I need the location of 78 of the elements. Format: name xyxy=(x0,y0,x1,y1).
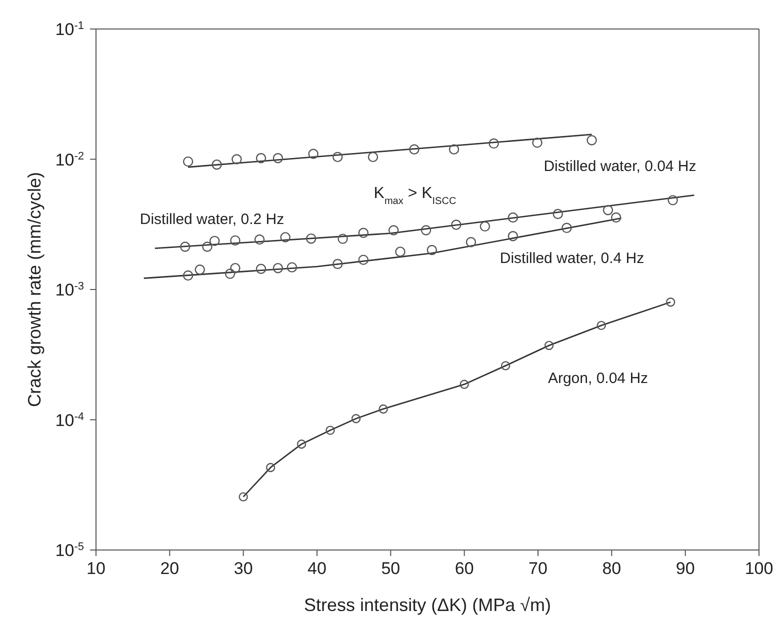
point xyxy=(480,221,490,232)
y-tick-label: 10$^{-3}$ xyxy=(55,280,84,300)
x-axis-title: Stress intensity (ΔK) (MPa √m) xyxy=(304,594,551,615)
point xyxy=(280,232,290,242)
y-tick-label: 10$^{-1}$ xyxy=(55,20,84,39)
point xyxy=(426,244,438,256)
point xyxy=(238,492,248,502)
x-tick-label: 40 xyxy=(308,559,326,578)
point xyxy=(451,220,462,230)
point xyxy=(180,242,190,252)
point xyxy=(286,262,298,272)
x-tick-label: 60 xyxy=(454,559,474,578)
point xyxy=(368,152,378,162)
point xyxy=(212,159,222,170)
point xyxy=(508,212,518,223)
series-label: Distilled water, 0.4 Hz xyxy=(500,250,644,267)
series-label: Distilled water, 0.04 Hz xyxy=(544,158,696,175)
point xyxy=(508,231,518,242)
series-label: Distilled water, 0.2 Hz xyxy=(140,211,284,228)
y-axis-title: Crack growth rate (mm/cycle) xyxy=(24,172,44,408)
x-tick-label: 50 xyxy=(381,559,400,578)
point xyxy=(194,264,205,275)
point xyxy=(232,154,242,164)
point xyxy=(306,233,316,244)
point xyxy=(466,237,476,248)
point xyxy=(586,135,597,146)
point xyxy=(230,262,240,274)
point xyxy=(532,138,542,148)
point xyxy=(602,204,614,216)
point xyxy=(224,268,236,279)
point xyxy=(230,235,240,246)
point xyxy=(562,222,572,234)
point xyxy=(358,228,369,238)
point xyxy=(202,242,212,252)
point xyxy=(182,270,194,281)
point xyxy=(668,195,678,206)
x-tick-label: 10 xyxy=(86,559,106,578)
point xyxy=(448,144,460,155)
point xyxy=(552,208,564,220)
point xyxy=(266,462,276,472)
point xyxy=(666,298,676,307)
point xyxy=(544,340,554,350)
annotation: K$_{max}$ > K$_{ISCC}$ xyxy=(374,185,456,206)
x-tick-label: 20 xyxy=(160,559,180,578)
point xyxy=(596,320,606,330)
point xyxy=(296,440,306,449)
y-tick-label: 10$^{-2}$ xyxy=(55,150,84,170)
y-tick-label: 10$^{-5}$ xyxy=(55,541,84,560)
point xyxy=(338,234,348,244)
point xyxy=(256,264,266,274)
point xyxy=(209,236,220,246)
point xyxy=(388,225,399,236)
point xyxy=(326,426,335,435)
point xyxy=(182,156,194,167)
point xyxy=(256,153,266,164)
point xyxy=(610,212,622,223)
point xyxy=(358,254,369,265)
point xyxy=(332,152,343,162)
series-label: Argon, 0.04 Hz xyxy=(548,370,648,387)
x-tick-label: 30 xyxy=(234,559,253,578)
point xyxy=(395,246,406,257)
point xyxy=(272,153,284,164)
point xyxy=(488,138,499,149)
point xyxy=(378,404,388,414)
x-tick-label: 100 xyxy=(744,559,774,578)
point xyxy=(351,414,361,424)
point xyxy=(308,148,318,159)
point xyxy=(409,144,420,155)
point xyxy=(272,262,284,274)
point xyxy=(500,361,510,370)
x-tick-label: 90 xyxy=(676,559,695,578)
x-tick-label: 80 xyxy=(602,559,622,578)
point xyxy=(460,380,469,389)
y-tick-label: 10$^{-4}$ xyxy=(55,410,84,430)
point xyxy=(420,225,432,236)
x-tick-label: 70 xyxy=(528,559,548,578)
point xyxy=(254,234,265,245)
point xyxy=(332,258,343,270)
